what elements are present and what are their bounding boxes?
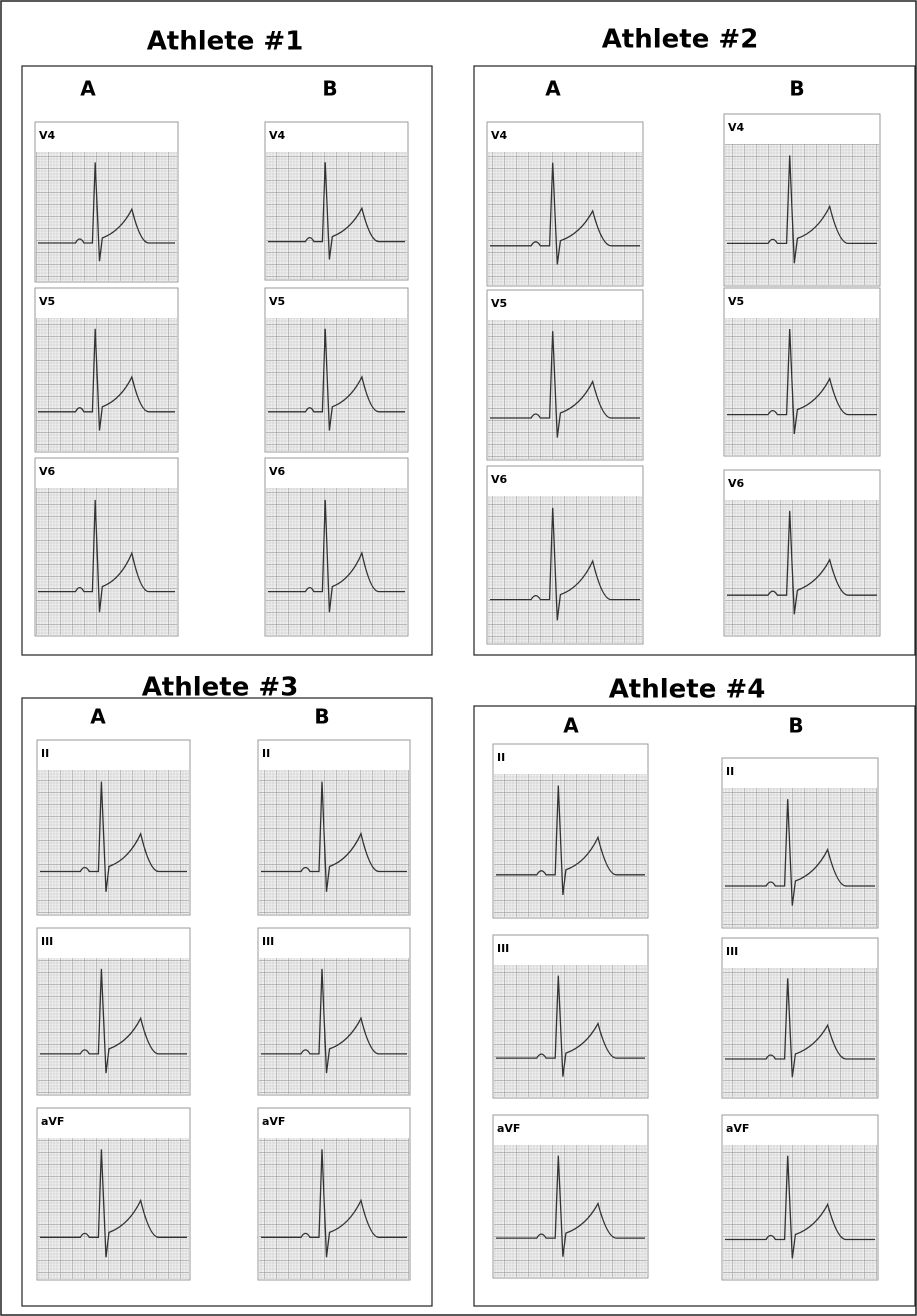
ecg-grid xyxy=(488,152,642,285)
column-label: A xyxy=(90,705,106,729)
ecg-strip: V5 xyxy=(487,290,643,460)
panel-title: Athlete #1 xyxy=(147,27,304,57)
ecg-grid xyxy=(494,1145,647,1277)
lead-label: aVF xyxy=(41,1115,64,1128)
panel-title: Athlete #3 xyxy=(142,673,299,703)
panel-title: Athlete #2 xyxy=(602,25,759,55)
lead-label: V4 xyxy=(39,129,56,142)
ecg-grid xyxy=(725,144,879,285)
lead-label: II xyxy=(497,751,505,764)
ecg-grid xyxy=(488,496,642,643)
ecg-strip: II xyxy=(258,740,410,915)
column-label: A xyxy=(80,77,96,101)
ecg-grid xyxy=(38,958,189,1094)
lead-label: aVF xyxy=(497,1122,520,1135)
ecg-grid xyxy=(38,1138,189,1279)
ecg-strip: aVF xyxy=(493,1115,648,1278)
lead-label: V6 xyxy=(39,465,56,478)
column-label: A xyxy=(545,77,561,101)
ecg-grid xyxy=(259,770,409,914)
lead-label: V6 xyxy=(269,465,286,478)
ecg-grid xyxy=(38,770,189,914)
ecg-grid xyxy=(36,488,177,635)
figure: Athlete #1 A V4 V5 V6 B V4 V5 V6 Athlete #2 A V4 V5 V… xyxy=(0,0,917,1316)
ecg-grid xyxy=(725,500,879,635)
lead-label: V6 xyxy=(491,473,508,486)
ecg-strip: V6 xyxy=(265,458,408,636)
ecg-strip: V6 xyxy=(35,458,178,636)
column-label: B xyxy=(322,77,337,101)
ecg-grid xyxy=(266,152,407,279)
lead-label: V4 xyxy=(491,129,508,142)
lead-label: aVF xyxy=(262,1115,285,1128)
ecg-strip: III xyxy=(722,938,878,1098)
ecg-strip: II xyxy=(37,740,190,915)
lead-label: III xyxy=(41,935,53,948)
ecg-grid xyxy=(36,318,177,451)
ecg-strip: aVF xyxy=(37,1108,190,1280)
lead-label: II xyxy=(726,765,734,778)
lead-label: V4 xyxy=(269,129,286,142)
ecg-strip: V6 xyxy=(724,470,880,636)
ecg-strip: V4 xyxy=(487,122,643,286)
lead-label: V5 xyxy=(269,295,285,308)
panel-title: Athlete #4 xyxy=(609,675,766,705)
ecg-grid xyxy=(488,320,642,459)
column-label: A xyxy=(563,714,579,738)
ecg-strip: V4 xyxy=(35,122,178,282)
ecg-grid xyxy=(36,152,177,281)
lead-label: aVF xyxy=(726,1122,749,1135)
ecg-strip: V4 xyxy=(265,122,408,280)
ecg-grid xyxy=(723,1145,877,1279)
lead-label: V5 xyxy=(491,297,507,310)
ecg-grid xyxy=(259,958,409,1094)
ecg-strip: V4 xyxy=(724,114,880,286)
ecg-grid xyxy=(266,488,407,635)
ecg-grid xyxy=(266,318,407,451)
ecg-strip: V5 xyxy=(724,288,880,456)
ecg-strip: aVF xyxy=(722,1115,878,1280)
column-label: B xyxy=(788,714,803,738)
ecg-strip: V5 xyxy=(35,288,178,452)
lead-label: III xyxy=(262,935,274,948)
lead-label: V5 xyxy=(728,295,744,308)
lead-label: V5 xyxy=(39,295,55,308)
lead-label: II xyxy=(41,747,49,760)
ecg-grid xyxy=(494,774,647,917)
ecg-strip: III xyxy=(37,928,190,1095)
lead-label: V6 xyxy=(728,477,745,490)
column-label: B xyxy=(314,705,329,729)
ecg-strip: V6 xyxy=(487,466,643,644)
ecg-strip: III xyxy=(493,935,648,1098)
ecg-strip: aVF xyxy=(258,1108,410,1280)
ecg-strip: II xyxy=(493,744,648,918)
lead-label: V4 xyxy=(728,121,745,134)
lead-label: III xyxy=(497,942,509,955)
ecg-strip: II xyxy=(722,758,878,928)
lead-label: III xyxy=(726,945,738,958)
ecg-grid xyxy=(259,1138,409,1279)
ecg-grid xyxy=(494,965,647,1097)
ecg-strip: III xyxy=(258,928,410,1095)
ecg-grid xyxy=(723,788,877,927)
lead-label: II xyxy=(262,747,270,760)
ecg-strip: V5 xyxy=(265,288,408,452)
ecg-grid xyxy=(725,318,879,455)
ecg-grid xyxy=(723,968,877,1097)
column-label: B xyxy=(789,77,804,101)
